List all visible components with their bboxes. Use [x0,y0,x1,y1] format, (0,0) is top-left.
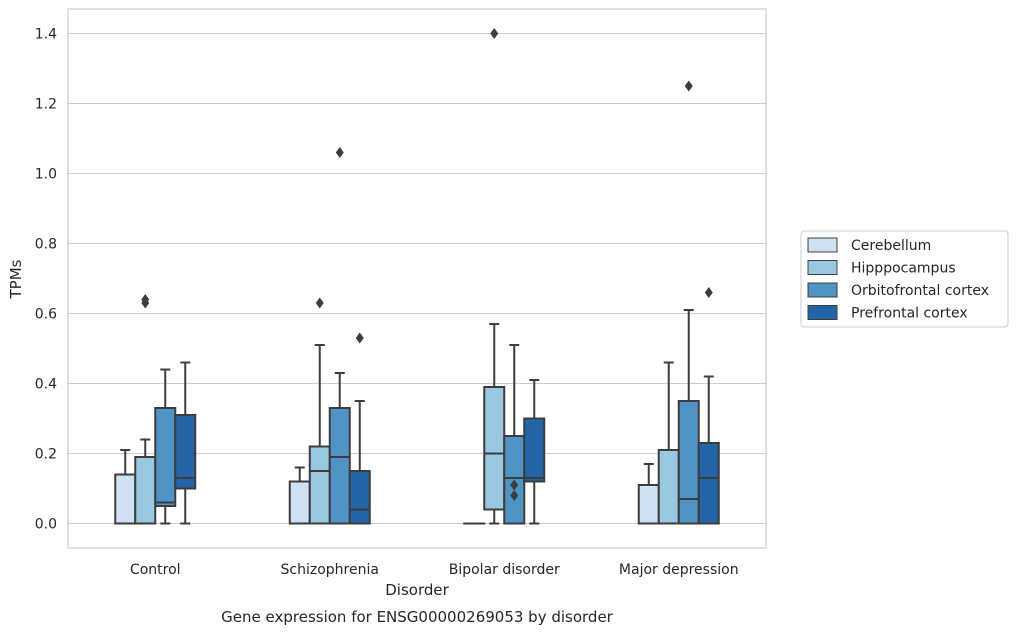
outlier-point [510,490,519,501]
box-iqr [328,407,351,525]
legend-item: Hipppocampus [807,260,956,277]
plot-area-frame [67,8,767,549]
box-prefrontal-cortex-control [174,361,197,525]
box-orbitofrontal-cortex-schizophrenia [328,147,351,525]
box-iqr [483,386,506,511]
legend-label: Orbitofrontal cortex [851,283,989,299]
box-prefrontal-cortex-bipolar-disorder [523,379,546,525]
legend-swatch [807,260,838,275]
outlier-point [141,294,150,305]
x-tick-label: Control [130,562,181,578]
box-orbitofrontal-cortex-control [154,368,177,525]
outlier-point [510,479,519,491]
legend-swatch [807,237,838,253]
legend-item: Cerebellum [807,237,931,254]
x-tick-labels: Control Schizophrenia Bipolar disorder Majo… [130,562,739,578]
boxes [114,28,720,525]
box-iqr [697,442,720,525]
y-tick-label: 0.0 [35,517,57,533]
x-tick-label: Major depression [619,562,739,578]
y-tick-label: 0.6 [35,307,57,323]
legend-item: Orbitofrontal cortex [807,282,989,299]
box-iqr [637,484,660,525]
legend-label: Prefrontal cortex [851,306,968,322]
box-hipppocampus-major-depression [657,361,680,525]
legend-label: Cerebellum [851,238,931,254]
y-tick-label: 0.4 [35,377,57,393]
legend: Cerebellum Hipppocampus Orbitofrontal cort… [800,230,1009,328]
chart-caption: Gene expression for ENSG00000269053 by d… [221,608,614,626]
y-tick-labels: 0.0 0.2 0.4 0.6 0.8 1.0 1.2 1.4 [35,27,57,533]
legend-swatch [807,305,838,320]
box-iqr [154,407,177,507]
x-tick-label: Bipolar disorder [449,562,560,578]
y-tick-label: 1.4 [35,27,57,43]
box-prefrontal-cortex-schizophrenia [348,332,371,525]
box-iqr [523,417,546,483]
legend-frame [800,230,1009,328]
outlier-point [490,28,499,39]
y-tick-label: 1.0 [35,167,57,183]
box-cerebellum-control [114,449,137,525]
legend-items: Cerebellum Hipppocampus Orbitofrontal cort… [807,237,989,322]
outlier-point [684,80,693,92]
box-iqr [134,456,157,525]
outlier-point [335,147,344,158]
y-tick-label: 0.2 [35,447,57,463]
box-prefrontal-cortex-major-depression [697,287,720,525]
x-tick-label: Schizophrenia [281,562,379,578]
box-orbitofrontal-cortex-bipolar-disorder [503,344,526,525]
legend-swatch [807,282,838,298]
box-iqr [657,449,680,525]
outlier-point [315,297,324,309]
box-iqr [677,400,700,525]
y-tick-label: 0.8 [35,237,57,253]
legend-label: Hipppocampus [851,261,956,277]
box-iqr [288,480,311,525]
box-iqr [174,414,197,490]
box-iqr [308,445,331,525]
y-axis-label: TPMs [7,259,25,299]
outlier-point [704,287,713,298]
x-axis-label: Disorder [385,581,449,599]
box-iqr [348,470,371,525]
outlier-point [355,332,364,344]
legend-item: Prefrontal cortex [807,305,968,322]
box-iqr [114,473,137,525]
y-tick-label: 1.2 [35,97,57,113]
